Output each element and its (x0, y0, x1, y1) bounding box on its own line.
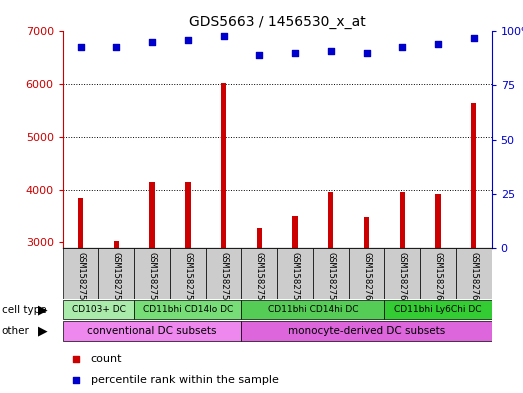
Point (398, 44, 406, 50)
Point (470, 35, 478, 41)
Bar (63, 321, 242, 341)
Text: conventional DC subsets: conventional DC subsets (87, 326, 217, 336)
Text: cell type: cell type (2, 305, 46, 315)
Text: GSM1582758: GSM1582758 (291, 252, 300, 305)
Point (390, 58, 399, 64)
Point (112, 44, 120, 50)
Bar (257, 228, 262, 248)
Text: percentile rank within the sample: percentile rank within the sample (90, 375, 279, 385)
Bar (456, 248, 492, 299)
Text: GSM1582754: GSM1582754 (147, 252, 156, 305)
Text: CD103+ DC: CD103+ DC (72, 305, 126, 314)
Bar (292, 217, 298, 248)
Text: GSM1582753: GSM1582753 (112, 252, 121, 305)
Text: GSM1582752: GSM1582752 (76, 252, 85, 305)
Text: GSM1582757: GSM1582757 (255, 252, 264, 305)
Bar (170, 248, 206, 299)
Text: count: count (90, 354, 122, 364)
Bar (242, 300, 384, 319)
Bar (313, 248, 349, 299)
Text: GSM1582762: GSM1582762 (434, 252, 442, 305)
Bar (242, 321, 492, 341)
Bar (134, 248, 170, 299)
Bar (349, 248, 384, 299)
Title: GDS5663 / 1456530_x_at: GDS5663 / 1456530_x_at (189, 15, 366, 29)
Text: ▶: ▶ (38, 303, 48, 316)
Text: monocyte-derived DC subsets: monocyte-derived DC subsets (288, 326, 445, 336)
Text: other: other (2, 326, 29, 336)
Point (362, 50, 371, 56)
Point (255, 52, 264, 58)
Bar (384, 248, 420, 299)
Text: GSM1582760: GSM1582760 (362, 252, 371, 305)
Bar (420, 248, 456, 299)
Bar (63, 300, 134, 319)
Text: GSM1582759: GSM1582759 (326, 252, 335, 305)
Point (291, 50, 299, 56)
Bar (78, 198, 83, 248)
Bar (150, 182, 155, 248)
Bar (113, 241, 119, 248)
Point (76, 44, 85, 50)
Text: CD11bhi CD14hi DC: CD11bhi CD14hi DC (268, 305, 358, 314)
Bar (98, 248, 134, 299)
Bar (277, 248, 313, 299)
Point (326, 48, 335, 54)
Bar (435, 194, 441, 248)
Bar (134, 300, 242, 319)
Bar (471, 103, 476, 248)
Text: ▶: ▶ (38, 325, 48, 338)
Text: GSM1582756: GSM1582756 (219, 252, 228, 305)
Point (390, 246, 399, 253)
Text: GSM1582755: GSM1582755 (184, 252, 192, 305)
Point (184, 37, 192, 43)
Text: CD11bhi CD14lo DC: CD11bhi CD14lo DC (143, 305, 233, 314)
Bar (206, 248, 242, 299)
Point (219, 33, 228, 39)
Bar (242, 248, 277, 299)
Bar (364, 217, 369, 248)
Bar (63, 248, 98, 299)
Text: GSM1582761: GSM1582761 (398, 252, 407, 305)
Bar (400, 192, 405, 248)
Point (434, 41, 442, 48)
Bar (328, 192, 334, 248)
Bar (384, 300, 492, 319)
Bar (221, 83, 226, 248)
Text: CD11bhi Ly6Chi DC: CD11bhi Ly6Chi DC (394, 305, 482, 314)
Text: GSM1582763: GSM1582763 (469, 252, 478, 305)
Bar (185, 182, 190, 248)
Point (148, 39, 156, 46)
